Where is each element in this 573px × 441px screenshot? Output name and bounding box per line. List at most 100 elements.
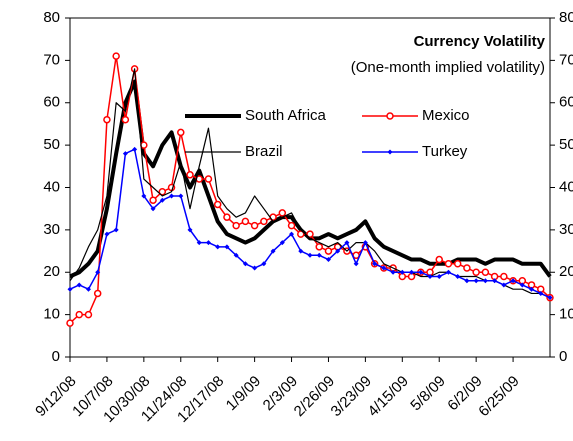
data-point [76, 282, 82, 288]
data-point [169, 193, 175, 199]
y-tick-label: 70 [43, 51, 60, 68]
data-point [224, 244, 230, 250]
x-tick-label: 1/9/09 [223, 373, 265, 415]
x-tick-label: 2/26/09 [291, 373, 338, 420]
y-tick-label: 20 [43, 263, 60, 280]
data-point [250, 221, 259, 230]
data-point [66, 319, 74, 327]
y2-tick-label: 80 [559, 9, 573, 26]
x-tick-label: 5/8/09 [407, 373, 449, 415]
data-point [500, 272, 508, 281]
data-point [84, 310, 93, 319]
y2-tick-label: 30 [559, 221, 573, 238]
data-point [67, 286, 73, 292]
data-point [132, 146, 138, 152]
data-point [289, 231, 295, 237]
data-point [215, 244, 221, 250]
data-point [85, 286, 91, 292]
data-point [372, 261, 378, 267]
data-point [390, 269, 396, 275]
data-point [510, 278, 516, 284]
data-point [453, 260, 462, 268]
x-tick-label: 9/12/08 [32, 373, 79, 420]
data-point [261, 261, 267, 267]
data-point [418, 269, 424, 275]
data-point [204, 175, 213, 183]
data-point [409, 269, 415, 275]
y-tick-label: 0 [52, 348, 60, 365]
data-point [121, 115, 130, 124]
data-point [158, 187, 167, 196]
chart-title: Currency Volatility [414, 33, 546, 50]
x-tick-label: 3/23/09 [328, 373, 375, 420]
data-point [472, 268, 480, 276]
data-point [260, 217, 268, 226]
data-point [113, 227, 119, 233]
data-point [436, 273, 442, 279]
data-point [150, 206, 156, 212]
y-tick-label: 40 [43, 178, 60, 195]
data-point [103, 115, 111, 124]
data-point [213, 200, 222, 209]
data-point [159, 197, 165, 203]
data-point [141, 193, 147, 199]
data-point [492, 278, 498, 284]
data-point [353, 261, 359, 267]
data-point [93, 289, 102, 298]
data-point [95, 269, 101, 275]
data-point [427, 273, 433, 279]
data-point [455, 273, 461, 279]
data-point [196, 240, 202, 246]
data-point [325, 257, 331, 263]
x-tick-label: 4/15/09 [365, 373, 412, 420]
data-point [538, 290, 544, 296]
data-point [187, 227, 193, 233]
series-line [69, 68, 551, 299]
data-point [178, 193, 184, 199]
chart-subtitle: (One-month implied volatility) [351, 59, 545, 76]
data-point [75, 310, 83, 319]
data-point [242, 261, 248, 267]
data-point [316, 252, 322, 258]
y-tick-label: 60 [43, 94, 60, 111]
y2-tick-label: 40 [559, 178, 573, 195]
y2-tick-label: 70 [559, 51, 573, 68]
data-point [362, 240, 368, 246]
data-point [435, 255, 443, 264]
y2-tick-label: 10 [559, 306, 573, 323]
data-point [482, 278, 488, 284]
data-point [529, 286, 535, 292]
data-point [307, 252, 313, 258]
data-point [473, 278, 479, 284]
legend-label: Mexico [422, 107, 470, 124]
legend-marker [386, 112, 394, 120]
data-point [445, 269, 451, 275]
data-point [399, 269, 405, 275]
data-point [324, 247, 333, 255]
data-point [444, 260, 453, 268]
data-point [104, 231, 110, 237]
legend-marker [387, 149, 393, 155]
y2-tick-label: 0 [559, 348, 567, 365]
data-point [481, 268, 490, 276]
data-point [279, 240, 285, 246]
data-point [177, 128, 185, 137]
y-tick-label: 10 [43, 306, 60, 323]
data-point [315, 243, 323, 251]
data-point [297, 230, 305, 238]
data-point [306, 230, 314, 238]
data-point [233, 252, 239, 258]
data-point [335, 248, 341, 254]
data-point [232, 221, 240, 230]
legend-label: Brazil [245, 143, 283, 160]
y2-tick-label: 50 [559, 136, 573, 153]
data-point [519, 282, 525, 288]
data-point [344, 240, 350, 246]
data-point [112, 52, 120, 60]
data-point [501, 282, 507, 288]
data-point [464, 278, 470, 284]
y-tick-label: 30 [43, 221, 60, 238]
legend-label: South Africa [245, 107, 327, 124]
data-point [122, 151, 128, 157]
